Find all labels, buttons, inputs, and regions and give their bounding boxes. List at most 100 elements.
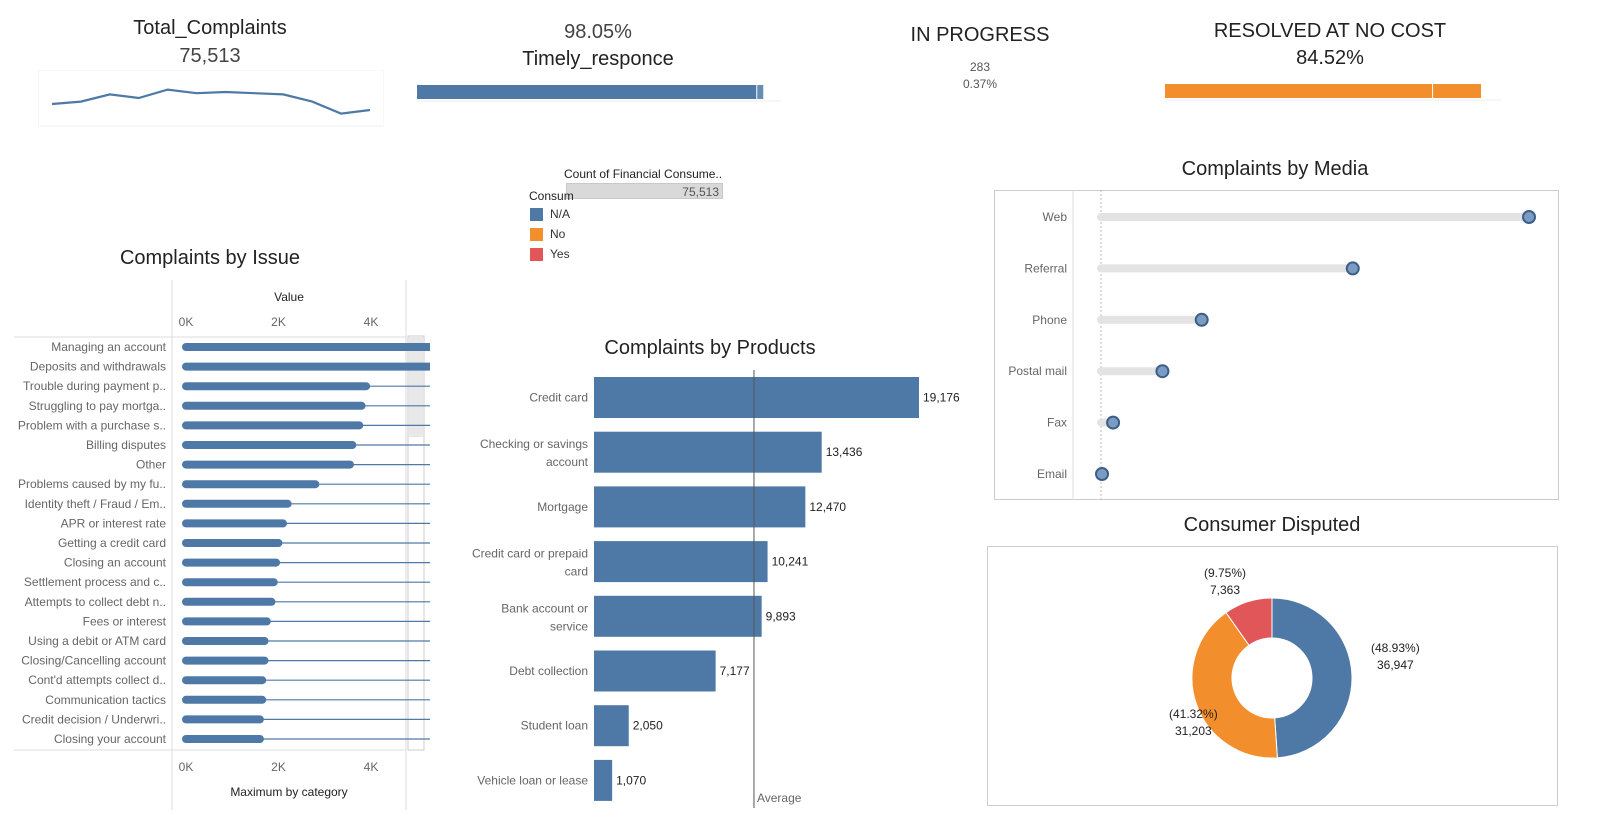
donut-value-label: 7,363	[1210, 583, 1240, 597]
legend-swatch	[530, 207, 543, 221]
legend-swatch	[530, 247, 543, 261]
issue-category-label: Cont'd attempts collect d..	[28, 673, 166, 687]
product-value-label: 13,436	[826, 445, 863, 459]
average-label: Average	[757, 791, 802, 805]
issue-category-label: Deposits and withdrawals	[30, 360, 166, 374]
resolved-with-cost-fill	[1433, 84, 1481, 98]
issue-scrollbar-thumb	[409, 337, 423, 437]
product-category-label: Credit card	[529, 391, 588, 405]
media-chart-title: Complaints by Media	[1181, 158, 1369, 180]
disputed-frame	[987, 546, 1558, 806]
issue-category-label: Communication tactics	[45, 693, 166, 707]
in-progress-percent: 0.37%	[962, 77, 998, 91]
product-category-label: Bank account or	[501, 601, 588, 615]
product-value-label: 7,177	[720, 664, 750, 678]
issue-tick-bottom: 4K	[364, 760, 379, 774]
product-category-label: Student loan	[521, 719, 588, 733]
in-progress-title: IN PROGRESS	[910, 24, 1050, 46]
issue-category-label: Credit decision / Underwri..	[22, 712, 166, 726]
donut-value-label: 31,203	[1175, 724, 1212, 738]
disputed-chart-title: Consumer Disputed	[1183, 514, 1361, 536]
media-category-label: Postal mail	[1008, 364, 1067, 378]
product-category-label: service	[550, 619, 588, 633]
issue-tick-bottom: 0K	[179, 760, 194, 774]
product-value-label: 10,241	[772, 555, 809, 569]
product-bar	[594, 759, 613, 801]
legend-label: No	[550, 227, 566, 241]
timely-response-remainder	[757, 85, 764, 99]
resolved-no-cost-value: 84.52%	[1296, 47, 1364, 69]
issue-tick-top: 4K	[364, 315, 379, 329]
media-lollipop-dot	[1155, 364, 1170, 379]
legend-item-yes[interactable]: Yes	[530, 244, 570, 264]
legend-item-na[interactable]: N/A	[530, 204, 570, 224]
issue-tick-bottom: 2K	[271, 760, 286, 774]
media-chart: Web Referral Phone Postal mail Fax Email	[994, 190, 1559, 500]
timely-response-fill	[417, 85, 757, 99]
product-bar	[594, 705, 629, 747]
media-category-label: Email	[1037, 467, 1067, 481]
issue-axis-title-top: Value	[274, 290, 304, 304]
legend-header: Count of Financial Consume..	[564, 167, 723, 181]
donut-percent-label: (48.93%)	[1371, 641, 1420, 655]
timely-response-bar	[417, 85, 781, 102]
products-chart: 19,176 Credit card 13,436 Checking or savin…	[472, 370, 960, 808]
media-lollipop-dot	[1522, 210, 1536, 224]
in-progress-count: 283	[969, 60, 991, 74]
media-category-label: Fax	[1047, 416, 1067, 430]
issue-category-label: Closing your account	[54, 732, 167, 746]
legend-label: N/A	[550, 207, 571, 221]
donut-percent-label: (9.75%)	[1204, 566, 1246, 580]
media-category-label: Web	[1043, 210, 1068, 224]
legend-subtitle: Consum	[529, 189, 574, 203]
issue-category-label: Identity theft / Fraud / Em..	[25, 497, 166, 511]
total-complaints-sparkline	[38, 70, 384, 127]
donut-slice	[1191, 611, 1278, 759]
legend-item-no[interactable]: No	[530, 224, 570, 244]
product-category-label: Vehicle loan or lease	[477, 773, 588, 787]
legend: N/A No Yes	[530, 204, 570, 264]
issue-category-label: Settlement process and c..	[24, 575, 166, 589]
issue-category-label: Using a debit or ATM card	[28, 634, 166, 648]
product-category-label: account	[546, 455, 589, 469]
products-chart-title: Complaints by Products	[604, 337, 816, 359]
issue-category-label: Fees or interest	[83, 614, 167, 628]
product-category-label: Mortgage	[537, 500, 588, 514]
issue-category-label: Problems caused by my fu..	[18, 477, 166, 491]
disputed-chart: (48.93%) 36,947 (41.32%) 31,203 (9.75%) 7,363	[987, 546, 1558, 806]
media-lollipop-dot	[1194, 312, 1209, 327]
media-category-label: Referral	[1024, 261, 1067, 275]
legend-swatch	[530, 227, 543, 241]
issue-category-label: Problem with a purchase s..	[18, 418, 166, 432]
issue-category-label: Billing disputes	[86, 438, 166, 452]
sparkline-line	[51, 88, 371, 115]
product-value-label: 12,470	[809, 500, 846, 514]
media-lollipop-dot	[1095, 467, 1110, 481]
donut-percent-label: (41.32%)	[1169, 707, 1218, 721]
media-lollipop-dot	[1345, 261, 1360, 276]
issue-category-label: Struggling to pay mortga..	[29, 399, 166, 413]
donut-slice	[1271, 597, 1353, 759]
legend-total-bar: 75,513	[566, 183, 723, 199]
legend-total-value: 75,513	[682, 185, 719, 199]
product-bar	[594, 377, 919, 418]
media-category-label: Phone	[1032, 313, 1067, 327]
product-bar	[594, 595, 762, 637]
timely-response-percent: 98.05%	[564, 21, 632, 43]
sparkline-frame	[38, 70, 384, 127]
issue-category-label: Trouble during payment p..	[23, 379, 166, 393]
product-bar	[594, 431, 822, 473]
resolved-no-cost-title: RESOLVED AT NO COST	[1213, 20, 1447, 42]
timely-response-title: Timely_responce	[522, 48, 674, 70]
product-bar	[594, 541, 768, 583]
media-frame	[994, 190, 1559, 500]
product-bar	[594, 650, 716, 692]
media-lollipop-dot	[1106, 415, 1121, 430]
issue-category-label: Other	[136, 458, 166, 472]
product-value-label: 19,176	[923, 391, 960, 405]
issue-tick-top: 0K	[179, 315, 194, 329]
product-category-label: Checking or savings	[480, 437, 588, 451]
donut-slice	[1225, 597, 1273, 646]
product-bar	[594, 486, 806, 528]
